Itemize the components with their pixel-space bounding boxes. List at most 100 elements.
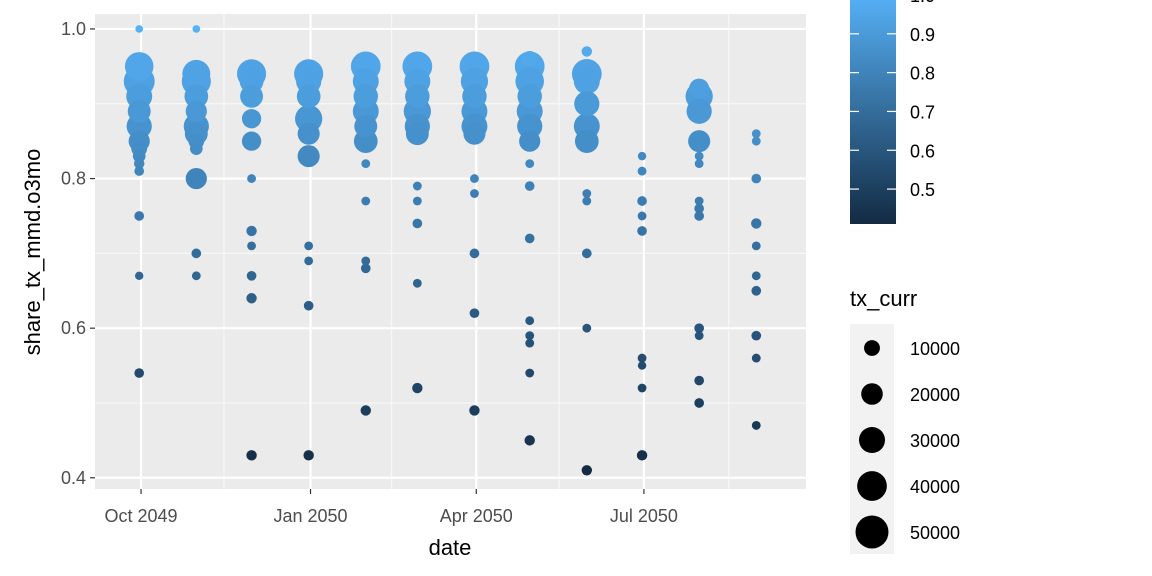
- data-point: [189, 142, 203, 155]
- data-point: [637, 383, 647, 393]
- data-point: [469, 405, 480, 416]
- data-point: [246, 450, 257, 461]
- data-point: [134, 158, 145, 169]
- data-point: [689, 78, 710, 99]
- data-point: [521, 50, 538, 67]
- data-point: [573, 68, 600, 95]
- data-point: [412, 196, 422, 206]
- size-legend-label: 30000: [910, 431, 960, 451]
- data-point: [525, 368, 535, 378]
- data-point: [184, 84, 209, 109]
- data-point: [182, 59, 211, 88]
- colorbar-ticks: 0.5 0.6 0.7 0.8 0.9 1.0: [850, 0, 935, 200]
- x-tick-label: Apr 2050: [440, 506, 513, 526]
- data-points: [123, 25, 762, 476]
- data-point: [297, 122, 320, 145]
- data-point: [694, 159, 704, 169]
- data-point: [361, 196, 371, 206]
- data-point: [637, 361, 647, 370]
- data-point: [751, 241, 761, 251]
- data-point: [694, 211, 705, 221]
- data-point: [694, 398, 705, 408]
- data-point: [694, 375, 705, 386]
- y-tick-label: 1.0: [61, 19, 86, 39]
- data-point: [134, 271, 144, 281]
- size-legend-key: [857, 471, 887, 501]
- data-point: [462, 84, 487, 109]
- data-point: [405, 122, 429, 146]
- data-point: [412, 181, 422, 191]
- colorbar-tick-label: 0.5: [910, 180, 935, 200]
- data-point: [241, 131, 262, 151]
- data-point: [412, 218, 423, 229]
- data-point: [132, 149, 146, 163]
- data-point: [192, 25, 201, 33]
- data-point: [581, 465, 593, 476]
- size-legend-key: [861, 383, 883, 405]
- data-point: [637, 211, 647, 221]
- data-point: [469, 308, 480, 319]
- data-point: [191, 271, 201, 281]
- size-legend-label: 20000: [910, 385, 960, 405]
- data-point: [517, 84, 542, 109]
- x-tick-label: Oct 2049: [105, 506, 178, 526]
- colorbar-tick-label: 0.9: [910, 25, 935, 45]
- data-point: [296, 84, 321, 109]
- data-point: [524, 181, 535, 191]
- data-point: [303, 450, 314, 461]
- data-point: [470, 189, 479, 198]
- data-point: [581, 248, 592, 259]
- data-point: [405, 84, 430, 109]
- data-point: [694, 151, 704, 161]
- data-point: [124, 52, 154, 81]
- size-legend-label: 10000: [910, 339, 960, 359]
- data-point: [582, 196, 592, 206]
- data-point: [360, 405, 371, 416]
- data-point: [470, 174, 479, 183]
- data-point: [469, 248, 480, 259]
- data-point: [191, 248, 202, 259]
- data-point: [412, 382, 423, 394]
- data-point: [297, 145, 320, 168]
- data-point: [361, 159, 371, 169]
- data-point: [303, 300, 314, 311]
- data-point: [134, 211, 145, 221]
- y-axis-title: share_tx_mmd.o3mo: [20, 149, 45, 356]
- data-point: [637, 353, 647, 363]
- size-legend-key: [858, 426, 886, 454]
- data-point: [241, 109, 262, 129]
- data-point: [574, 91, 600, 117]
- data-point: [637, 196, 647, 206]
- size-legend-label: 40000: [910, 477, 960, 497]
- data-point: [246, 225, 257, 237]
- data-point: [694, 203, 705, 214]
- y-tick-label: 0.6: [61, 318, 86, 338]
- colorbar-tick-label: 0.7: [910, 102, 935, 122]
- data-point: [519, 130, 541, 152]
- data-point: [582, 323, 592, 333]
- data-point: [517, 113, 543, 139]
- colorbar-tick-label: 0.6: [910, 141, 935, 161]
- size-legend-key: [855, 515, 889, 549]
- x-axis-ticks: Oct 2049 Jan 2050 Apr 2050 Jul 2050: [105, 489, 678, 526]
- data-point: [246, 270, 257, 281]
- data-point: [361, 256, 371, 266]
- grid-minor: [95, 14, 806, 489]
- data-point: [185, 167, 207, 190]
- y-tick-label: 0.8: [61, 169, 86, 189]
- data-point: [688, 130, 711, 153]
- data-point: [751, 173, 762, 184]
- data-point: [694, 196, 704, 206]
- data-point: [751, 285, 762, 296]
- data-point: [524, 435, 535, 446]
- data-point: [574, 129, 599, 154]
- data-point: [304, 256, 314, 266]
- data-point: [412, 278, 422, 288]
- data-point: [751, 136, 761, 146]
- data-point: [135, 25, 144, 33]
- data-point: [246, 293, 257, 304]
- data-point: [360, 263, 371, 274]
- data-point: [637, 151, 647, 161]
- data-point: [694, 323, 705, 334]
- data-point: [751, 271, 761, 281]
